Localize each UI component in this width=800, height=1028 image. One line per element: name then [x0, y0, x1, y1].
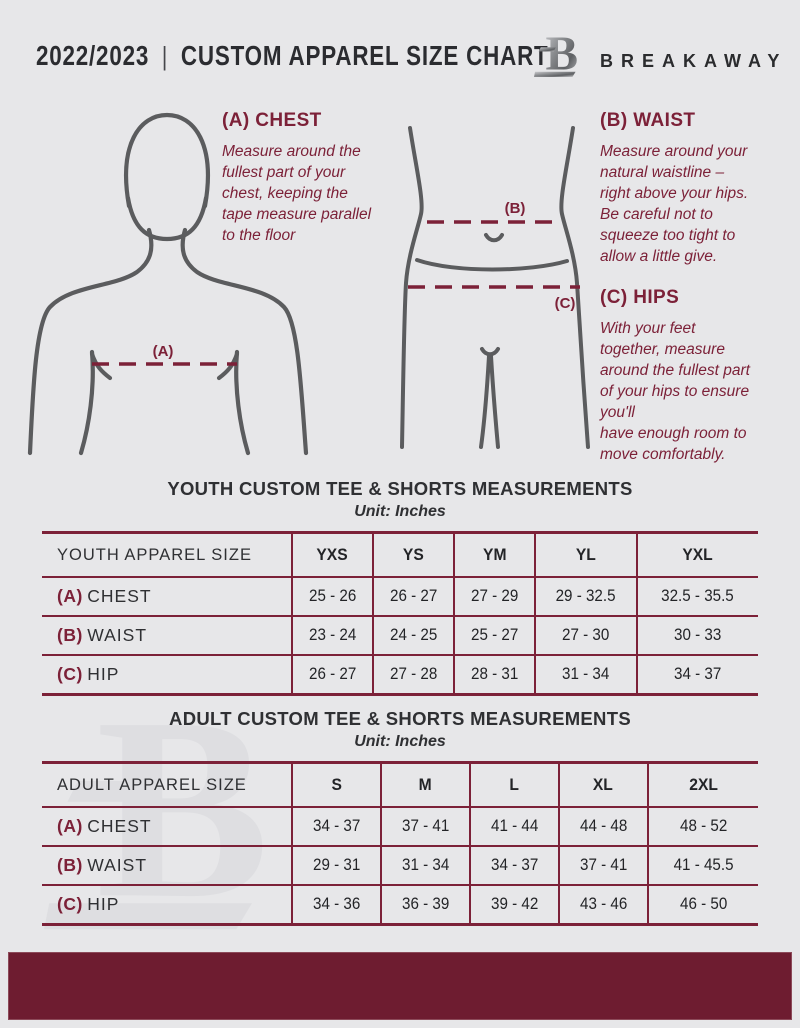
measurement-value: 31 - 34 — [562, 665, 610, 683]
size-col-header: 2XL — [689, 775, 718, 794]
table-row: (B) WAIST 23 - 24 24 - 25 25 - 27 27 - 3… — [42, 615, 758, 655]
lower-body-figure: (B) (C) — [400, 126, 590, 449]
waist-guide-heading: (B) WAIST — [600, 110, 696, 131]
table-row: (A) CHEST 25 - 26 26 - 27 27 - 29 29 - 3… — [42, 576, 758, 616]
youth-section-unit: Unit: Inches — [354, 503, 446, 520]
row-label-name: CHEST — [87, 816, 152, 836]
size-col-header: S — [331, 775, 342, 794]
measurement-value: 27 - 28 — [389, 665, 438, 683]
row-label-name: WAIST — [87, 855, 148, 875]
size-col-header: YXS — [316, 545, 349, 564]
page-title: 2022/2023 | CUSTOM APPAREL SIZE CHART — [36, 40, 549, 72]
upper-body-figure: (A) — [27, 112, 309, 456]
size-col-header: YS — [403, 545, 424, 564]
measurement-value: 28 - 31 — [470, 665, 519, 683]
measurement-value: 27 - 29 — [470, 587, 519, 605]
measurement-value: 41 - 44 — [490, 817, 538, 835]
youth-size-table: YOUTH APPAREL SIZE YXS YS YM YL YXL (A) … — [42, 531, 758, 696]
adult-section-title: ADULT CUSTOM TEE & SHORTS MEASUREMENTS — [169, 708, 631, 729]
measurement-value: 34 - 36 — [312, 895, 361, 913]
measurement-value: 37 - 41 — [401, 817, 450, 835]
hips-guide-body: With your feet together, measure around … — [600, 320, 750, 464]
measurement-value: 36 - 39 — [401, 895, 450, 913]
measurement-value: 29 - 31 — [312, 856, 361, 874]
title-divider: | — [161, 40, 169, 71]
row-label-prefix: (C) — [57, 894, 83, 914]
row-label-prefix: (A) — [57, 586, 83, 606]
row-label-prefix: (A) — [57, 816, 83, 836]
measurement-value: 24 - 25 — [389, 626, 438, 644]
measurement-value: 44 - 48 — [579, 817, 627, 835]
measurement-value: 39 - 42 — [490, 895, 538, 913]
title-text: CUSTOM APPAREL SIZE CHART — [180, 40, 549, 71]
measurement-value: 29 - 32.5 — [555, 587, 616, 605]
measurement-value: 34 - 37 — [490, 856, 538, 874]
measurement-value: 27 - 30 — [562, 626, 610, 644]
measurement-value: 23 - 24 — [308, 626, 357, 644]
adult-size-table: ADULT APPAREL SIZE S M L XL 2XL (A) CHES… — [42, 761, 758, 926]
measurement-value: 32.5 - 35.5 — [661, 587, 735, 605]
row-label-prefix: (C) — [57, 664, 83, 684]
chest-guide-heading: (A) CHEST — [222, 110, 322, 131]
row-label-name: CHEST — [87, 586, 152, 606]
brand-logo: B BREAKAWAY — [534, 20, 787, 86]
bottom-accent-bar — [8, 952, 792, 1020]
measurement-value: 30 - 33 — [674, 626, 722, 644]
hips-guide-heading: (C) HIPS — [600, 287, 680, 308]
chest-guide-body: Measure around the fullest part of your … — [222, 143, 372, 245]
table-row: (C) HIP 26 - 27 27 - 28 28 - 31 31 - 34 … — [42, 654, 758, 695]
measurement-value: 37 - 41 — [579, 856, 627, 874]
measurement-value: 43 - 46 — [579, 895, 627, 913]
table-row: (C) HIP 34 - 36 36 - 39 39 - 42 43 - 46 … — [42, 884, 758, 925]
waist-guide-body: Measure around your natural waistline – … — [600, 143, 749, 266]
row-label-name: HIP — [87, 894, 120, 914]
size-col-header: YL — [575, 545, 596, 564]
waist-guide: (B) WAIST Measure around your natural wa… — [600, 110, 790, 267]
measurement-value: 46 - 50 — [679, 895, 728, 913]
measurement-value: 25 - 27 — [470, 626, 519, 644]
measurement-value: 26 - 27 — [308, 665, 357, 683]
size-col-header: M — [418, 775, 432, 794]
row-label-name: HIP — [87, 664, 120, 684]
size-col-header: YM — [482, 545, 507, 564]
size-col-header: YXL — [682, 545, 714, 564]
brand-name: BREAKAWAY — [600, 50, 788, 71]
row-label-prefix: (B) — [57, 855, 83, 875]
youth-size-header-label: YOUTH APPAREL SIZE — [57, 545, 252, 564]
youth-section: YOUTH CUSTOM TEE & SHORTS MEASUREMENTS U… — [42, 478, 758, 696]
waist-marker-label: (B) — [505, 200, 526, 217]
chest-marker-label: (A) — [153, 343, 174, 360]
adult-size-header-label: ADULT APPAREL SIZE — [57, 775, 247, 794]
measurement-value: 26 - 27 — [389, 587, 438, 605]
hips-guide: (C) HIPS With your feet together, measur… — [600, 287, 795, 466]
hips-marker-label: (C) — [555, 295, 576, 312]
row-label-prefix: (B) — [57, 625, 83, 645]
adult-section: ADULT CUSTOM TEE & SHORTS MEASUREMENTS U… — [42, 708, 758, 926]
youth-section-title: YOUTH CUSTOM TEE & SHORTS MEASUREMENTS — [167, 478, 633, 499]
adult-section-unit: Unit: Inches — [354, 733, 446, 750]
measurement-value: 48 - 52 — [679, 817, 728, 835]
row-label-name: WAIST — [87, 625, 148, 645]
adult-header-row: ADULT APPAREL SIZE S M L XL 2XL — [42, 762, 758, 807]
size-col-header: XL — [593, 775, 614, 794]
table-row: (B) WAIST 29 - 31 31 - 34 34 - 37 37 - 4… — [42, 845, 758, 885]
table-row: (A) CHEST 34 - 37 37 - 41 41 - 44 44 - 4… — [42, 806, 758, 846]
chest-guide: (A) CHEST Measure around the fullest par… — [222, 110, 417, 246]
size-col-header: L — [509, 775, 520, 794]
measurement-value: 25 - 26 — [308, 587, 357, 605]
title-year: 2022/2023 — [36, 40, 150, 71]
measurement-value: 34 - 37 — [674, 665, 722, 683]
measurement-value: 41 - 45.5 — [673, 856, 734, 874]
measurement-value: 31 - 34 — [401, 856, 450, 874]
logo-letter: B — [545, 26, 578, 81]
youth-header-row: YOUTH APPAREL SIZE YXS YS YM YL YXL — [42, 532, 758, 577]
measurement-value: 34 - 37 — [312, 817, 361, 835]
breakaway-logo-icon: B — [534, 26, 578, 81]
